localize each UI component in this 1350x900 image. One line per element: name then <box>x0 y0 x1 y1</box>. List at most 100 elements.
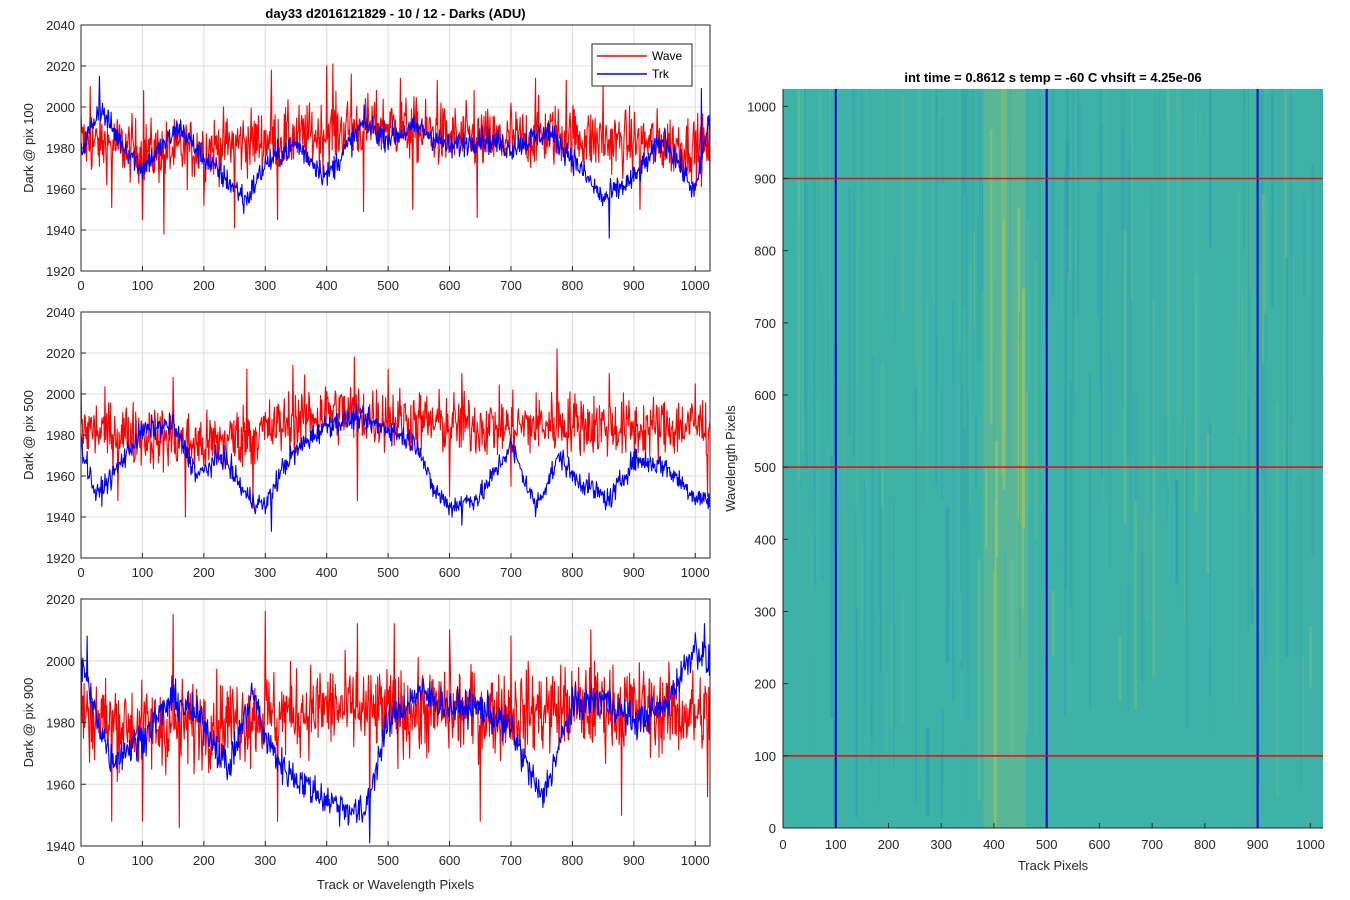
heatmap-streak <box>1102 151 1105 504</box>
heatmap-streak <box>893 256 896 553</box>
x-tick-label: 1000 <box>681 278 710 293</box>
heatmap-streak <box>958 89 962 349</box>
heatmap-streak <box>810 512 813 653</box>
heatmap-streak <box>900 593 905 725</box>
x-tick-label: 900 <box>623 278 645 293</box>
heatmap-streak <box>959 592 962 661</box>
x-tick-label: 0 <box>77 853 84 868</box>
heatmap-streak <box>963 514 967 822</box>
heatmap-streak <box>1247 396 1250 679</box>
heatmap-streak <box>914 389 918 802</box>
x-tick-label: 800 <box>1194 837 1216 852</box>
heatmap-streak <box>881 89 884 315</box>
y-axis-label: Dark @ pix 900 <box>21 678 36 768</box>
heatmap-streak <box>1199 110 1201 499</box>
heatmap-streak <box>1054 472 1057 554</box>
legend: Wave Trk <box>591 43 693 87</box>
heatmap-streak <box>1042 89 1046 391</box>
chart-title: int time = 0.8612 s temp = -60 C vhsift … <box>904 70 1201 85</box>
heatmap-streak <box>993 500 997 827</box>
x-tick-label: 0 <box>77 278 84 293</box>
heatmap-streak <box>808 390 812 535</box>
heatmap-streak <box>1152 298 1156 677</box>
heatmap-streak <box>1194 274 1198 513</box>
heatmap-streak <box>1166 89 1170 487</box>
heatmap-streak <box>1309 626 1312 688</box>
heatmap-streak <box>962 427 966 529</box>
heatmap-streak <box>1057 194 1060 445</box>
heatmap-streak <box>1182 89 1185 448</box>
heatmap-streak <box>823 89 826 372</box>
heatmap-streak <box>1019 608 1021 679</box>
heatmap-streak <box>1176 89 1179 481</box>
y-tick-label: 1940 <box>46 839 75 854</box>
y-tick-label: 2040 <box>46 18 75 33</box>
heatmap-streak <box>1283 89 1287 471</box>
x-tick-label: 500 <box>377 278 399 293</box>
y-tick-label: 2040 <box>46 305 75 320</box>
y-tick-label: 2000 <box>46 654 75 669</box>
heatmap-streak <box>821 288 824 581</box>
y-tick-label: 800 <box>754 244 776 259</box>
heatmap-streak <box>940 754 944 819</box>
y-axis-label: Dark @ pix 500 <box>21 390 36 480</box>
heatmap-streak <box>1300 657 1304 755</box>
heatmap-streak <box>1072 89 1075 416</box>
heatmap-streak <box>848 186 851 435</box>
heatmap-streak <box>1288 419 1290 522</box>
y-tick-label: 500 <box>754 460 776 475</box>
heatmap-streak <box>1159 89 1162 508</box>
y-tick-label: 1940 <box>46 223 75 238</box>
heatmap-streak <box>901 95 905 314</box>
heatmap-streak <box>1037 89 1040 455</box>
heatmap-bright-band <box>983 89 1026 828</box>
heatmap-streak <box>1150 184 1153 516</box>
heatmap-streak <box>1043 343 1046 509</box>
x-tick-label: 300 <box>930 837 952 852</box>
x-tick-label: 500 <box>1036 837 1058 852</box>
heatmap-streak <box>830 455 834 719</box>
heatmap-streak <box>813 241 816 488</box>
heatmap-streak <box>1106 89 1109 497</box>
heatmap-streak <box>882 435 884 669</box>
heatmap-streak <box>1180 113 1182 413</box>
heatmap-streak <box>1096 190 1099 315</box>
heatmap-streak <box>976 214 980 363</box>
heatmap-streak <box>1074 89 1077 394</box>
heatmap-streak <box>1129 140 1131 500</box>
y-tick-label: 200 <box>754 677 776 692</box>
y-tick-label: 2020 <box>46 59 75 74</box>
heatmap-streak <box>1261 194 1266 365</box>
heatmap-streak <box>979 89 981 363</box>
heatmap-streak <box>1206 433 1211 574</box>
heatmap-streak <box>863 480 866 704</box>
y-tick-label: 1960 <box>46 469 75 484</box>
x-tick-label: 1000 <box>1296 837 1325 852</box>
heatmap-streak <box>1022 477 1024 615</box>
heatmap-streak <box>966 89 968 401</box>
y-tick-label: 100 <box>754 749 776 764</box>
heatmap-streak <box>1319 336 1321 447</box>
heatmap-streak <box>1048 661 1052 810</box>
x-tick-label: 600 <box>1089 837 1111 852</box>
heatmap-streak <box>975 414 978 490</box>
y-tick-label: 1960 <box>46 182 75 197</box>
heatmap-streak <box>1007 329 1009 484</box>
heatmap-streak <box>1020 340 1022 524</box>
heatmap-streak <box>981 178 983 292</box>
heatmap-streak <box>1069 381 1072 609</box>
x-tick-label: 500 <box>377 853 399 868</box>
heatmap-streak <box>1153 89 1157 456</box>
heatmap-streak <box>1068 180 1071 279</box>
heatmap-streak <box>1257 332 1261 705</box>
heatmap-streak <box>1290 89 1292 484</box>
heatmap-streak <box>866 375 868 718</box>
heatmap-streak <box>877 621 880 804</box>
heatmap-streak <box>941 385 943 501</box>
y-tick-label: 2000 <box>46 387 75 402</box>
y-tick-label: 2000 <box>46 100 75 115</box>
heatmap-streak <box>880 506 883 753</box>
heatmap-streak <box>893 89 896 346</box>
x-tick-label: 0 <box>779 837 786 852</box>
heatmap-streak <box>1141 552 1145 683</box>
